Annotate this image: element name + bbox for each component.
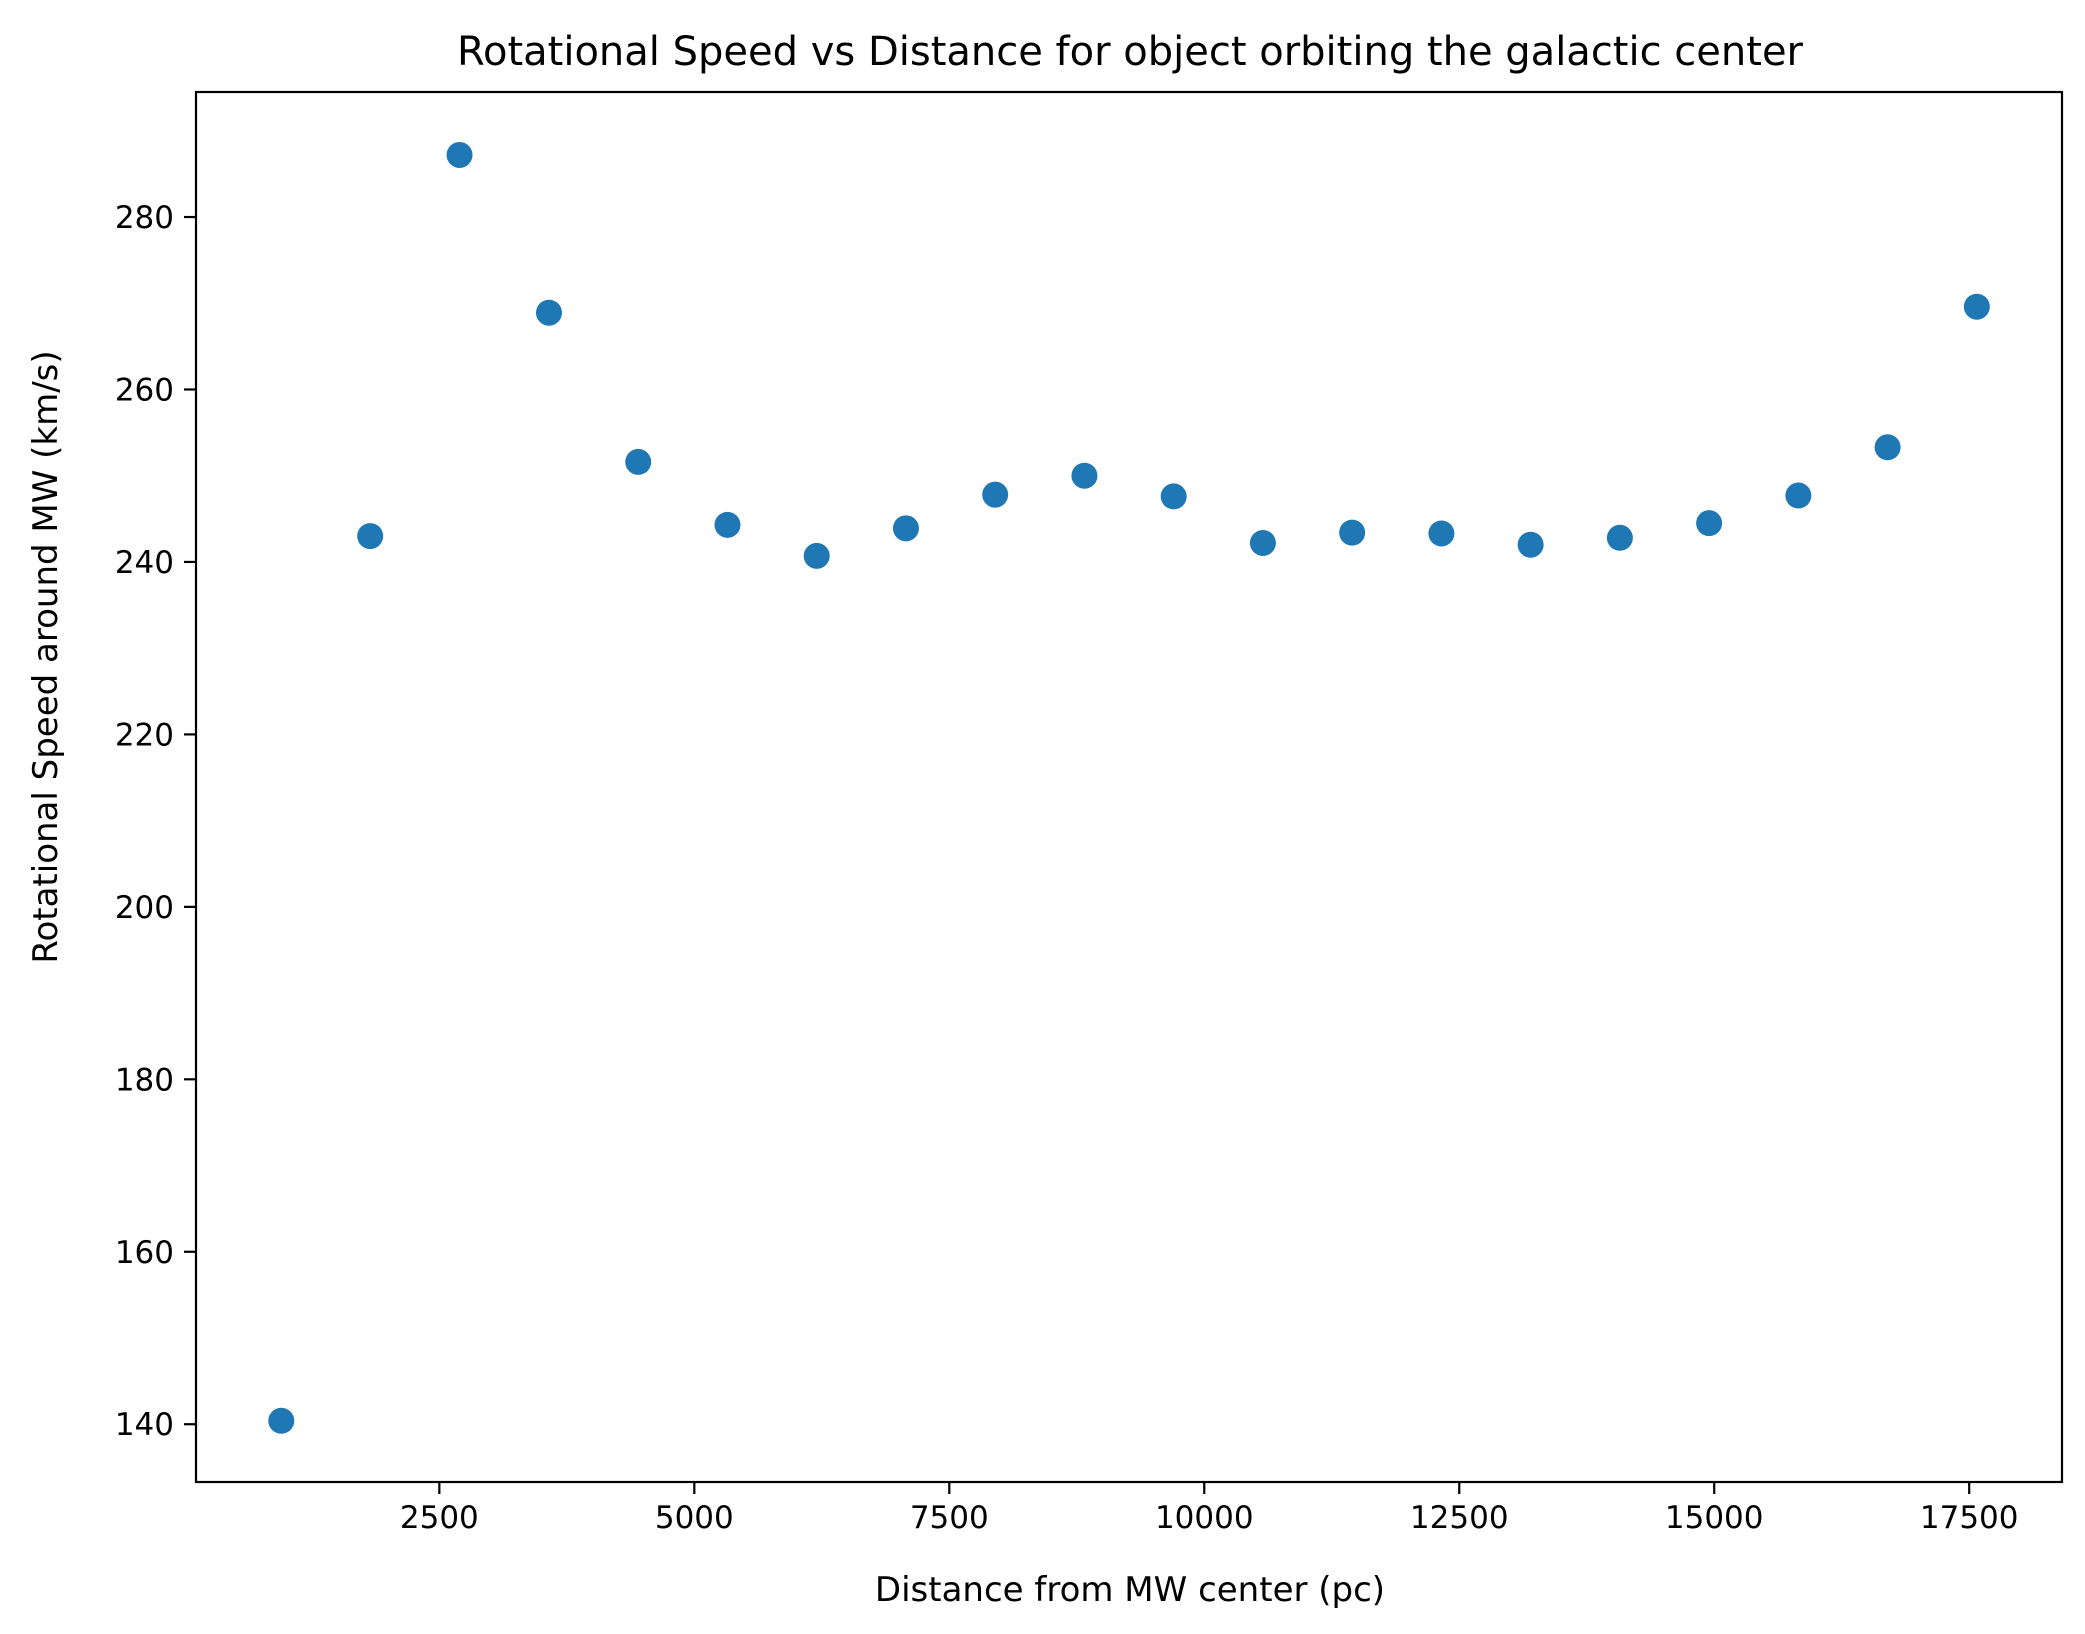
data-points <box>268 141 1990 1434</box>
data-point <box>892 515 919 542</box>
data-point <box>1428 520 1455 547</box>
x-axis-ticks: 2500 5000 7500 10000 12500 15000 17500 <box>400 1482 2019 1536</box>
x-tick-label: 17500 <box>1920 1500 2019 1536</box>
y-tick-label: 220 <box>115 717 174 753</box>
x-tick-label: 10000 <box>1155 1500 1254 1536</box>
y-axis-label: Rotational Speed around MW (km/s) <box>26 350 66 963</box>
data-point <box>1339 519 1366 546</box>
y-tick-label: 180 <box>115 1062 174 1098</box>
data-point <box>357 523 384 550</box>
y-tick-label: 280 <box>115 200 174 236</box>
data-point <box>535 299 562 326</box>
data-point <box>1517 531 1544 558</box>
data-point <box>1874 434 1901 461</box>
data-point <box>625 448 652 475</box>
y-tick-label: 160 <box>115 1235 174 1271</box>
data-point <box>446 141 473 168</box>
x-axis-label: Distance from MW center (pc) <box>875 1570 1385 1610</box>
y-tick-label: 140 <box>115 1407 174 1443</box>
data-point <box>982 481 1009 508</box>
data-point <box>1963 293 1990 320</box>
plot-area: 2500 5000 7500 10000 12500 15000 17500 1401601… <box>115 90 2064 1536</box>
y-axis-ticks: 140 160 180 200 220 240 260 280 <box>115 200 196 1443</box>
x-tick-label: 15000 <box>1665 1500 1764 1536</box>
data-point <box>714 511 741 538</box>
data-point <box>1696 510 1723 537</box>
data-point <box>1249 529 1276 556</box>
data-point <box>1160 483 1187 510</box>
x-tick-label: 2500 <box>400 1500 479 1536</box>
y-tick-label: 200 <box>115 890 174 926</box>
data-point <box>803 542 830 569</box>
y-tick-label: 240 <box>115 545 174 581</box>
data-point <box>1785 482 1812 509</box>
x-tick-label: 7500 <box>910 1500 989 1536</box>
x-tick-label: 5000 <box>655 1500 734 1536</box>
data-point <box>268 1407 295 1434</box>
plot-frame <box>194 90 2064 1484</box>
data-point <box>1071 462 1098 489</box>
y-tick-label: 260 <box>115 372 174 408</box>
x-tick-label: 12500 <box>1410 1500 1509 1536</box>
data-point <box>1606 524 1633 551</box>
chart-title: Rotational Speed vs Distance for object … <box>457 29 1804 75</box>
